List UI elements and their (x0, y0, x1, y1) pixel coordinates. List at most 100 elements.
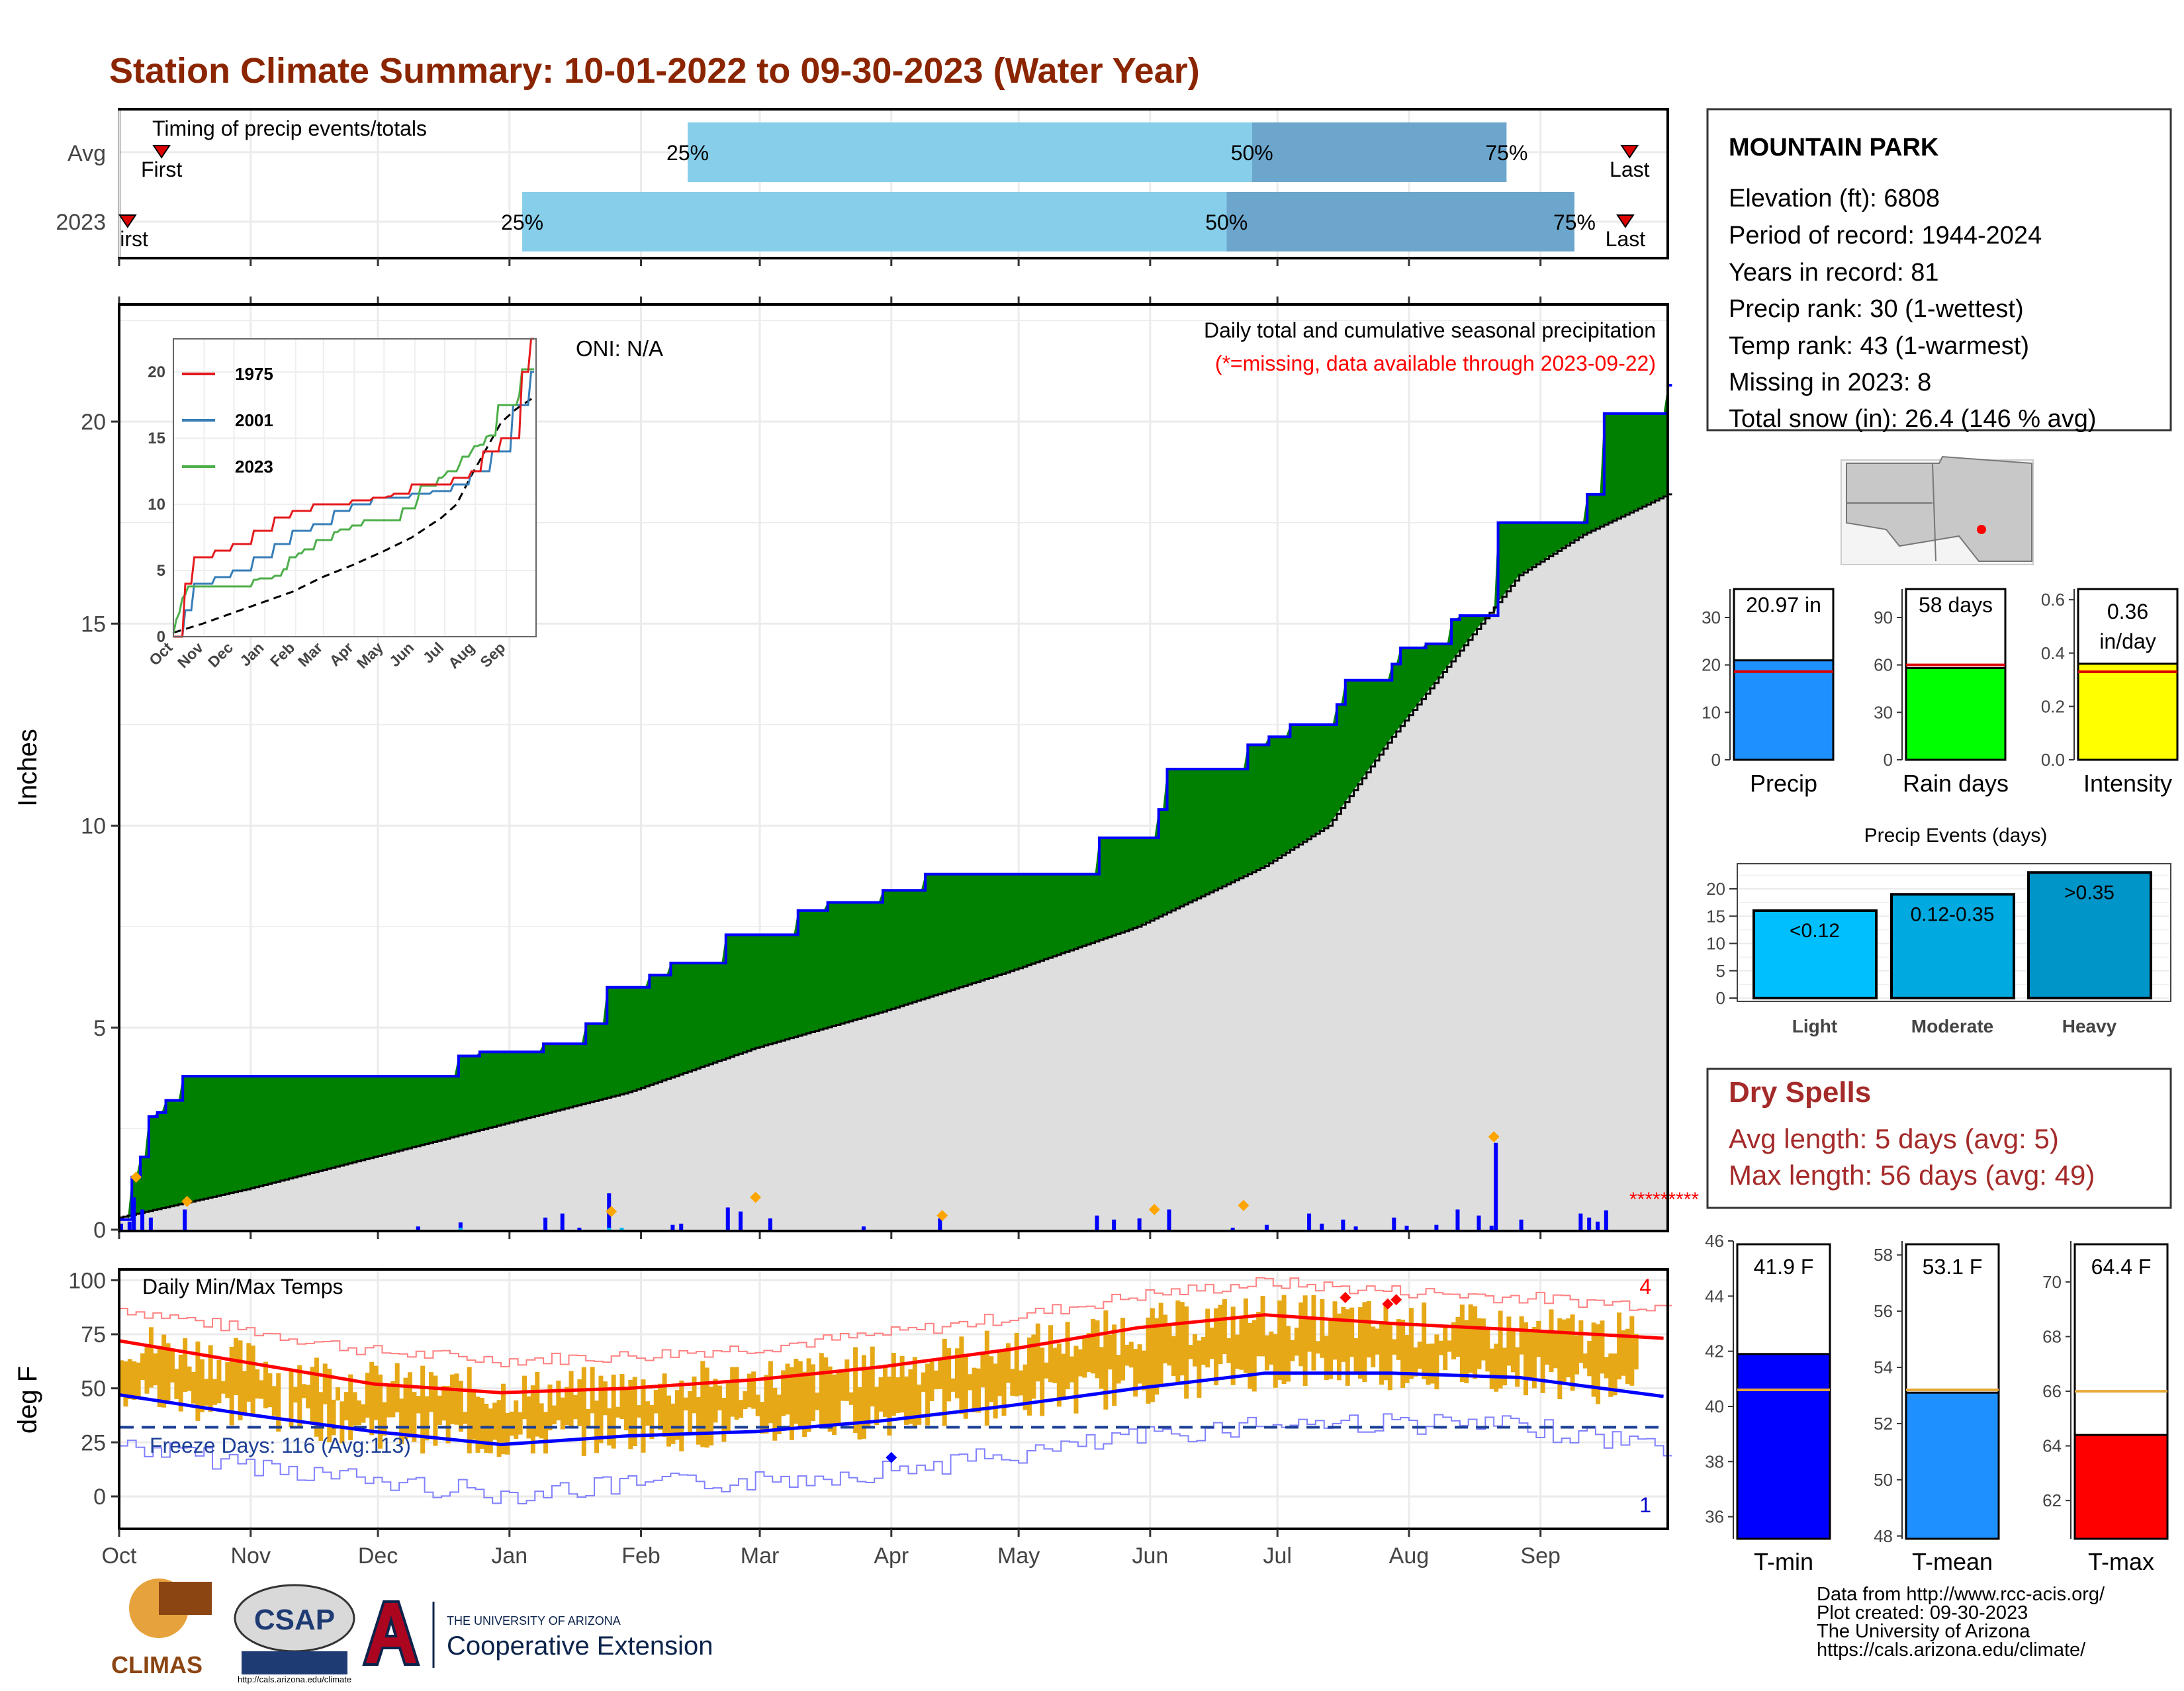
daily-temp-bar (1549, 1309, 1554, 1372)
daily-temp-bar (1455, 1316, 1461, 1357)
daily-temp-bar (399, 1398, 404, 1444)
daily-temp-bar (289, 1368, 294, 1428)
daily-temp-bar (1464, 1320, 1469, 1384)
month-label: May (997, 1543, 1040, 1569)
daily-temp-bar (471, 1392, 477, 1440)
daily-temp-bar (259, 1380, 264, 1399)
daily-temp-bar (565, 1387, 570, 1426)
daily-temp-bar (1502, 1348, 1507, 1386)
month-label: Aug (1389, 1543, 1430, 1569)
dry-spells-box: Dry Spells Avg length: 5 days (avg: 5) M… (1706, 1068, 2172, 1209)
daily-temp-bar (136, 1362, 141, 1397)
daily-temp-bar (823, 1357, 829, 1425)
daily-temp-bar (1171, 1336, 1176, 1376)
precip-y-tick-label: 15 (81, 612, 106, 637)
daily-temp-bar (1596, 1324, 1601, 1404)
daily-precip-bar (577, 1227, 582, 1230)
daily-temp-bar (1251, 1320, 1257, 1392)
daily-temp-bar (1286, 1326, 1291, 1382)
daily-temp-bar (819, 1353, 824, 1426)
daily-snow-bar (458, 1227, 463, 1230)
daily-temp-bar (645, 1401, 650, 1426)
daily-temp-bar (921, 1372, 926, 1393)
daily-temp-bar (1540, 1332, 1545, 1393)
map-states (1846, 455, 2032, 562)
daily-temp-bar (802, 1371, 807, 1438)
month-label: Sep (1520, 1543, 1561, 1569)
daily-temp-bar (479, 1398, 484, 1449)
daily-temp-bar (836, 1371, 841, 1425)
daily-temp-bar (1422, 1303, 1427, 1379)
daily-temp-bar (1617, 1312, 1622, 1380)
daily-temp-bar (1069, 1356, 1075, 1383)
daily-temp-bar (1553, 1332, 1558, 1369)
daily-temp-bar (556, 1381, 561, 1421)
daily-temp-bar (429, 1372, 434, 1412)
temp-summary-tick-label: 56 (1874, 1301, 1893, 1321)
daily-temp-bar (959, 1336, 964, 1414)
daily-temp-bar (899, 1355, 905, 1413)
daily-temp-bar (692, 1376, 697, 1414)
daily-temp-bar (488, 1408, 493, 1453)
last-event-label: Last (1606, 227, 1646, 251)
daily-temp-bar (382, 1402, 387, 1436)
station-name: MOUNTAIN PARK (1729, 134, 1939, 161)
daily-temp-bar (1404, 1334, 1410, 1383)
daily-temp-bar (1578, 1320, 1584, 1363)
daily-temp-bar (1531, 1327, 1537, 1389)
daily-temp-bar (1014, 1333, 1019, 1396)
record-high-marker (1390, 1294, 1402, 1306)
daily-temp-bar (1230, 1306, 1236, 1385)
summary-bar (2077, 663, 2179, 761)
daily-temp-bar (713, 1379, 718, 1423)
daily-temp-bar (950, 1378, 956, 1392)
daily-temp-bar (946, 1348, 952, 1402)
daily-temp-bar (717, 1385, 722, 1410)
daily-precip-bar (148, 1217, 153, 1230)
daily-temp-bar (1629, 1316, 1635, 1386)
record-high-marker (1340, 1291, 1351, 1303)
summary-tick-label: 0 (1711, 750, 1721, 770)
summary-label: Precip (1750, 770, 1817, 797)
daily-temp-bar (1260, 1296, 1265, 1357)
month-label: Mar (741, 1543, 780, 1569)
record-min-line (119, 1413, 1672, 1505)
timing-p50-label: 50% (1205, 210, 1248, 234)
daily-temp-bar (424, 1396, 430, 1441)
daily-temp-bar (781, 1370, 786, 1416)
temp-summary-tick-label: 58 (1874, 1245, 1893, 1265)
temp-summary-bar (2073, 1434, 2169, 1540)
daily-temp-bar (929, 1361, 934, 1402)
timing-p25-label: 25% (666, 141, 709, 165)
daily-temp-bar (1290, 1340, 1295, 1361)
daily-temp-bar (229, 1347, 234, 1426)
precip-frame (118, 303, 1669, 1232)
snow-marker (1238, 1199, 1250, 1211)
daily-temp-bar (1443, 1324, 1448, 1370)
timing-p50-label: 50% (1231, 141, 1273, 165)
daily-temp-bar (1137, 1344, 1142, 1384)
csap-url: http://cals.arizona.edu/climate (238, 1674, 351, 1684)
daily-temp-bar (760, 1402, 765, 1434)
daily-temp-bar (1324, 1336, 1329, 1381)
daily-precip-bar (132, 1197, 136, 1230)
daily-temp-bar (895, 1377, 901, 1414)
summary-bar (1905, 666, 2007, 761)
daily-temp-bar (216, 1359, 222, 1404)
temp-summary-label: T-mean (1912, 1548, 1993, 1575)
daily-precip-bar (1112, 1219, 1116, 1230)
temp-summary-label: T-min (1754, 1548, 1813, 1575)
events-bar (1890, 893, 2015, 999)
daily-temp-bar (700, 1361, 705, 1447)
daily-temp-bar (1600, 1320, 1605, 1374)
daily-temp-bar (1150, 1308, 1155, 1402)
daily-temp-bar (1625, 1328, 1630, 1385)
daily-temp-bar (1248, 1322, 1253, 1389)
events-bar (2027, 871, 2152, 999)
daily-temp-bar (1026, 1337, 1032, 1416)
ua-big-text: Cooperative Extension (447, 1631, 713, 1661)
summary-value: 0.36 (2107, 600, 2148, 623)
daily-temp-bar (653, 1390, 659, 1414)
daily-temp-bar (458, 1381, 463, 1432)
daily-temp-bar (1485, 1329, 1490, 1372)
